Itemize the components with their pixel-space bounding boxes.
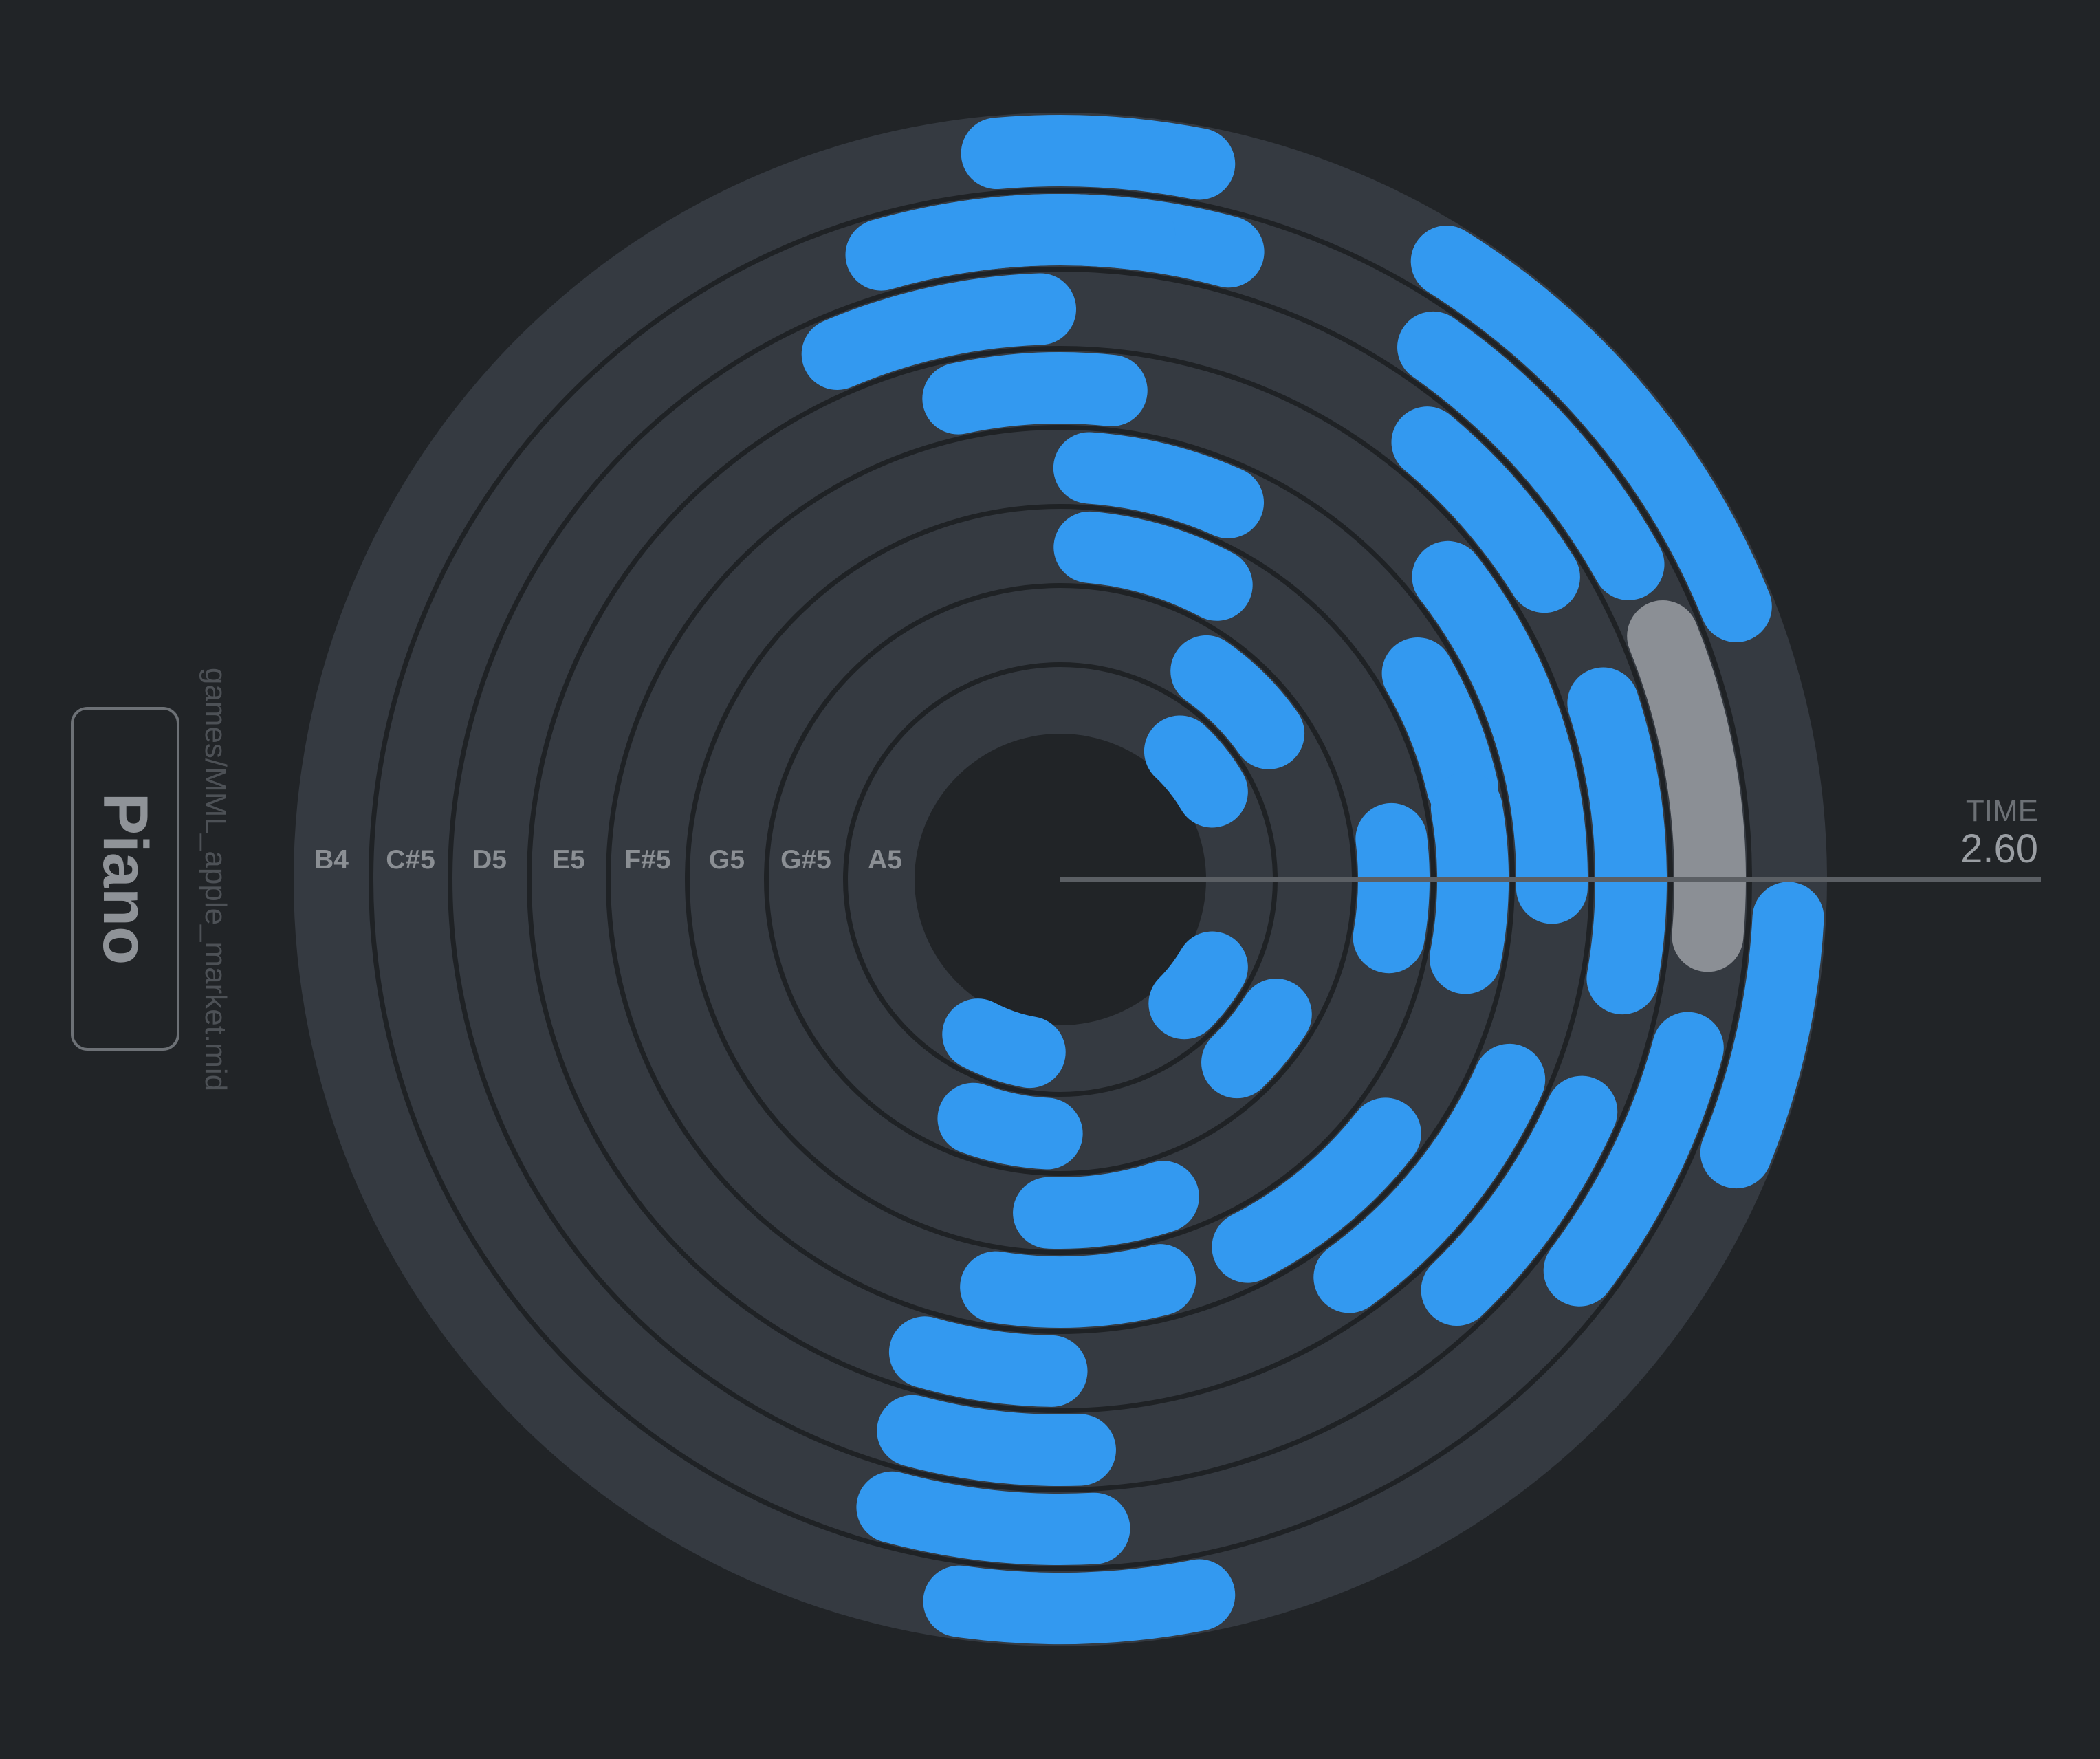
pitch-label: G5: [709, 845, 745, 875]
note-e5[interactable]: [888, 1316, 1088, 1407]
note-a5[interactable]: [942, 998, 1066, 1089]
note-b4[interactable]: [923, 1559, 1236, 1644]
pitch-label: A5: [868, 845, 902, 875]
note-d5[interactable]: [1391, 406, 1580, 613]
note-d5[interactable]: [1421, 1075, 1618, 1326]
pitch-label: G#5: [780, 845, 831, 875]
note-cs5[interactable]: [856, 1471, 1130, 1565]
note-g5[interactable]: [1053, 511, 1253, 621]
note-d5[interactable]: [877, 1395, 1116, 1486]
note-e5[interactable]: [1412, 540, 1588, 924]
pitch-label: E5: [552, 845, 585, 875]
note-d5[interactable]: [1567, 667, 1667, 1015]
instrument-badge[interactable]: Piano: [71, 707, 179, 1051]
note-fs5[interactable]: [960, 1244, 1196, 1328]
note-g5[interactable]: [1013, 1161, 1199, 1249]
pitch-label: B4: [314, 845, 349, 875]
note-gs5[interactable]: [1201, 979, 1312, 1099]
note-e5[interactable]: [922, 352, 1148, 435]
time-caption: TIME: [1965, 794, 2038, 828]
note-gs5[interactable]: [937, 1082, 1083, 1170]
note-b4[interactable]: [1700, 882, 1824, 1189]
note-b4[interactable]: [1410, 226, 1772, 642]
note-cs5[interactable]: [1543, 1012, 1724, 1307]
note-g5[interactable]: [1353, 802, 1430, 974]
active-note[interactable]: [1627, 600, 1746, 972]
note-fs5[interactable]: [1429, 772, 1509, 994]
pitch-label: D5: [472, 845, 507, 875]
note-fs5[interactable]: [1212, 1097, 1421, 1283]
note-a5[interactable]: [1144, 715, 1248, 828]
note-gs5[interactable]: [1170, 635, 1305, 769]
pitch-label: F#5: [624, 845, 670, 875]
pitch-label: C#5: [386, 845, 435, 875]
note-e5[interactable]: [1313, 1043, 1546, 1313]
note-fs5[interactable]: [1053, 432, 1265, 538]
note-d5[interactable]: [801, 273, 1077, 390]
notes-layer: [801, 115, 1824, 1644]
note-fs5[interactable]: [1381, 637, 1498, 823]
note-a5[interactable]: [1148, 931, 1248, 1040]
time-value: 2.60: [1960, 827, 2038, 871]
note-cs5[interactable]: [845, 194, 1176, 291]
note-b4[interactable]: [961, 115, 1236, 200]
pitch-labels: B4 C#5 D5 E5 F#5 G5 G#5 A5: [314, 845, 902, 875]
note-cs5[interactable]: [1397, 311, 1665, 600]
